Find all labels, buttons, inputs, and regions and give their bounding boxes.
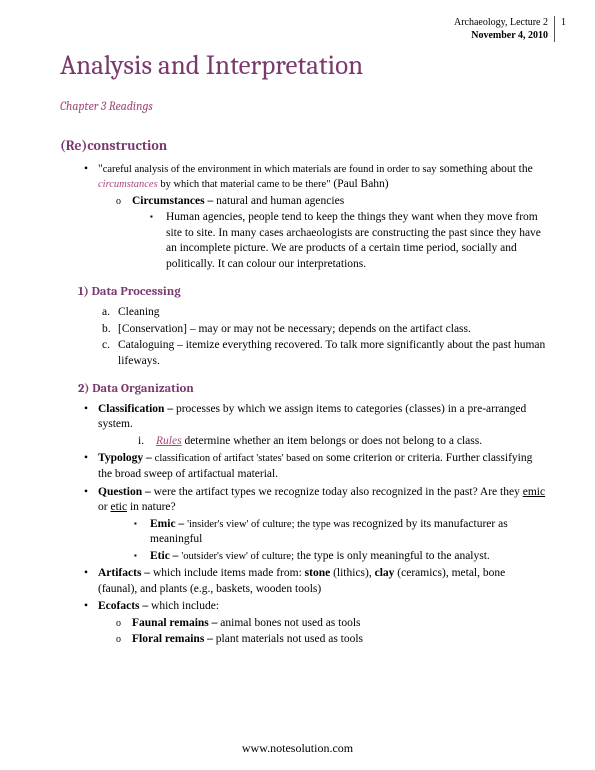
heading-data-organization: 2) Data Organization: [78, 381, 547, 398]
artifacts-item: Artifacts – which include items made fro…: [84, 566, 547, 597]
ecofacts-item: Ecofacts – which include: Faunal remains…: [84, 599, 547, 648]
date-line: November 4, 2010: [454, 29, 548, 42]
dp-c: c.Cataloguing – itemize everything recov…: [102, 338, 547, 369]
etic-item: Etic – 'outsider's view' of culture; the…: [134, 549, 547, 565]
floral-item: Floral remains – plant materials not use…: [116, 632, 547, 648]
subtitle: Chapter 3 Readings: [60, 98, 547, 114]
rules-item: i.Rules determine whether an item belong…: [138, 434, 547, 450]
typology-item: Typology – classification of artifact 's…: [84, 451, 547, 482]
emic-item: Emic – 'insider's view' of culture; the …: [134, 517, 547, 548]
dp-b: b.[Conservation] – may or may not be nec…: [102, 322, 547, 338]
page-title: Analysis and Interpretation: [60, 48, 547, 84]
page-number: 1: [561, 16, 566, 29]
classification-item: Classification – processes by which we a…: [84, 402, 547, 450]
heading-reconstruction: (Re)construction: [60, 137, 547, 156]
page-header: 1 Archaeology, Lecture 2 November 4, 201…: [454, 16, 555, 42]
footer-url: www.notesolution.com: [0, 740, 595, 756]
reconstruction-list: "careful analysis of the environment in …: [84, 162, 547, 273]
dp-a: a.Cleaning: [102, 305, 547, 321]
course-line: Archaeology, Lecture 2: [454, 16, 548, 29]
data-processing-list: a.Cleaning b.[Conservation] – may or may…: [102, 305, 547, 369]
question-item: Question – were the artifact types we re…: [84, 485, 547, 565]
circumstances-item: Circumstances – natural and human agenci…: [116, 194, 547, 273]
heading-data-processing: 1) Data Processing: [78, 284, 547, 301]
human-agencies-item: Human agencies, people tend to keep the …: [150, 210, 547, 272]
data-organization-list: Classification – processes by which we a…: [84, 402, 547, 648]
faunal-item: Faunal remains – animal bones not used a…: [116, 616, 547, 632]
quote-item: "careful analysis of the environment in …: [84, 162, 547, 273]
